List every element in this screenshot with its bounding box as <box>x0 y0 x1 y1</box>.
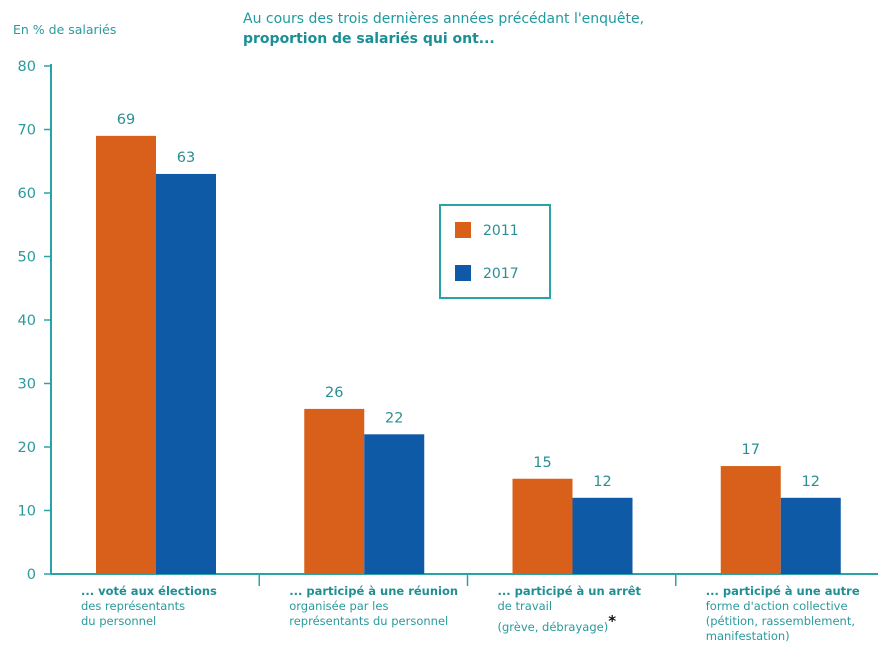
category-label-line: organisée par les <box>289 599 389 613</box>
data-label-2017-cat3: 12 <box>593 474 611 490</box>
category-label-head: ... participé à un arrêt <box>497 584 642 598</box>
category-label-head: ... participé à une réunion <box>289 584 459 598</box>
bar-2017-cat3 <box>572 497 633 574</box>
bar-2017-cat2 <box>364 434 425 574</box>
data-label-2017-cat4: 12 <box>802 474 820 490</box>
data-label-2011-cat3: 15 <box>533 455 551 471</box>
bar-2011-cat1 <box>96 135 156 574</box>
y-tick-label-30: 30 <box>18 377 36 393</box>
category-label-line: représentants du personnel <box>289 614 449 628</box>
title-line-2: proportion de salariés qui ont... <box>243 31 495 47</box>
y-tick-label-10: 10 <box>18 504 36 520</box>
data-label-2017-cat2: 22 <box>385 410 403 426</box>
bar-2017-cat4 <box>780 497 841 574</box>
legend-swatch-2017 <box>455 265 471 281</box>
bar-2011-cat2 <box>304 408 365 574</box>
title-line-1: Au cours des trois dernières années préc… <box>243 11 645 27</box>
data-label-2011-cat4: 17 <box>742 442 760 458</box>
bar-2017-cat1 <box>156 173 216 574</box>
data-label-2011-cat1: 69 <box>117 112 135 128</box>
category-label-line: forme d'action collective <box>705 599 848 613</box>
legend-swatch-2011 <box>455 222 471 238</box>
category-label-3: ... participé à un arrêt de travail (grève… <box>498 584 642 635</box>
y-tick-label-50: 50 <box>18 250 36 266</box>
category-label-1: ... voté aux élections des représentants d… <box>81 584 217 629</box>
data-label-2017-cat1: 63 <box>177 150 195 166</box>
category-label-line: des représentants <box>81 599 186 613</box>
data-label-2011-cat2: 26 <box>325 385 343 401</box>
category-label-line: manifestation) <box>705 629 790 643</box>
legend-item-2011: 2011 <box>455 222 519 239</box>
category-label-line: (grève, débrayage)* <box>497 612 617 634</box>
category-label-line: (pétition, rassemblement, <box>705 614 855 628</box>
category-label-head: ... participé à une autre <box>705 584 860 598</box>
legend-item-2017: 2017 <box>455 265 519 282</box>
footnote-marker: * <box>608 612 617 630</box>
legend-label-2017: 2017 <box>483 266 519 282</box>
y-tick-label-70: 70 <box>18 123 36 139</box>
category-label-line: de travail <box>497 599 553 613</box>
category-label-line: du personnel <box>81 614 157 628</box>
category-label-head: ... voté aux élections <box>81 584 217 598</box>
y-tick-label-20: 20 <box>18 440 36 456</box>
category-label-2: ... participé à une réunion organisée par… <box>289 584 458 629</box>
chart-title: Au cours des trois dernières années préc… <box>243 9 644 49</box>
legend: 2011 2017 <box>439 204 551 299</box>
bar-2011-cat3 <box>512 478 573 574</box>
y-tick-label-80: 80 <box>18 59 36 75</box>
y-tick-label-40: 40 <box>18 313 36 329</box>
y-tick-label-0: 0 <box>27 567 36 583</box>
unit-label: En % de salariés <box>13 22 117 37</box>
category-label-4: ... participé à une autre forme d'action … <box>706 584 860 644</box>
legend-label-2011: 2011 <box>483 223 519 239</box>
bar-2011-cat4 <box>720 466 781 574</box>
y-tick-label-60: 60 <box>18 186 36 202</box>
